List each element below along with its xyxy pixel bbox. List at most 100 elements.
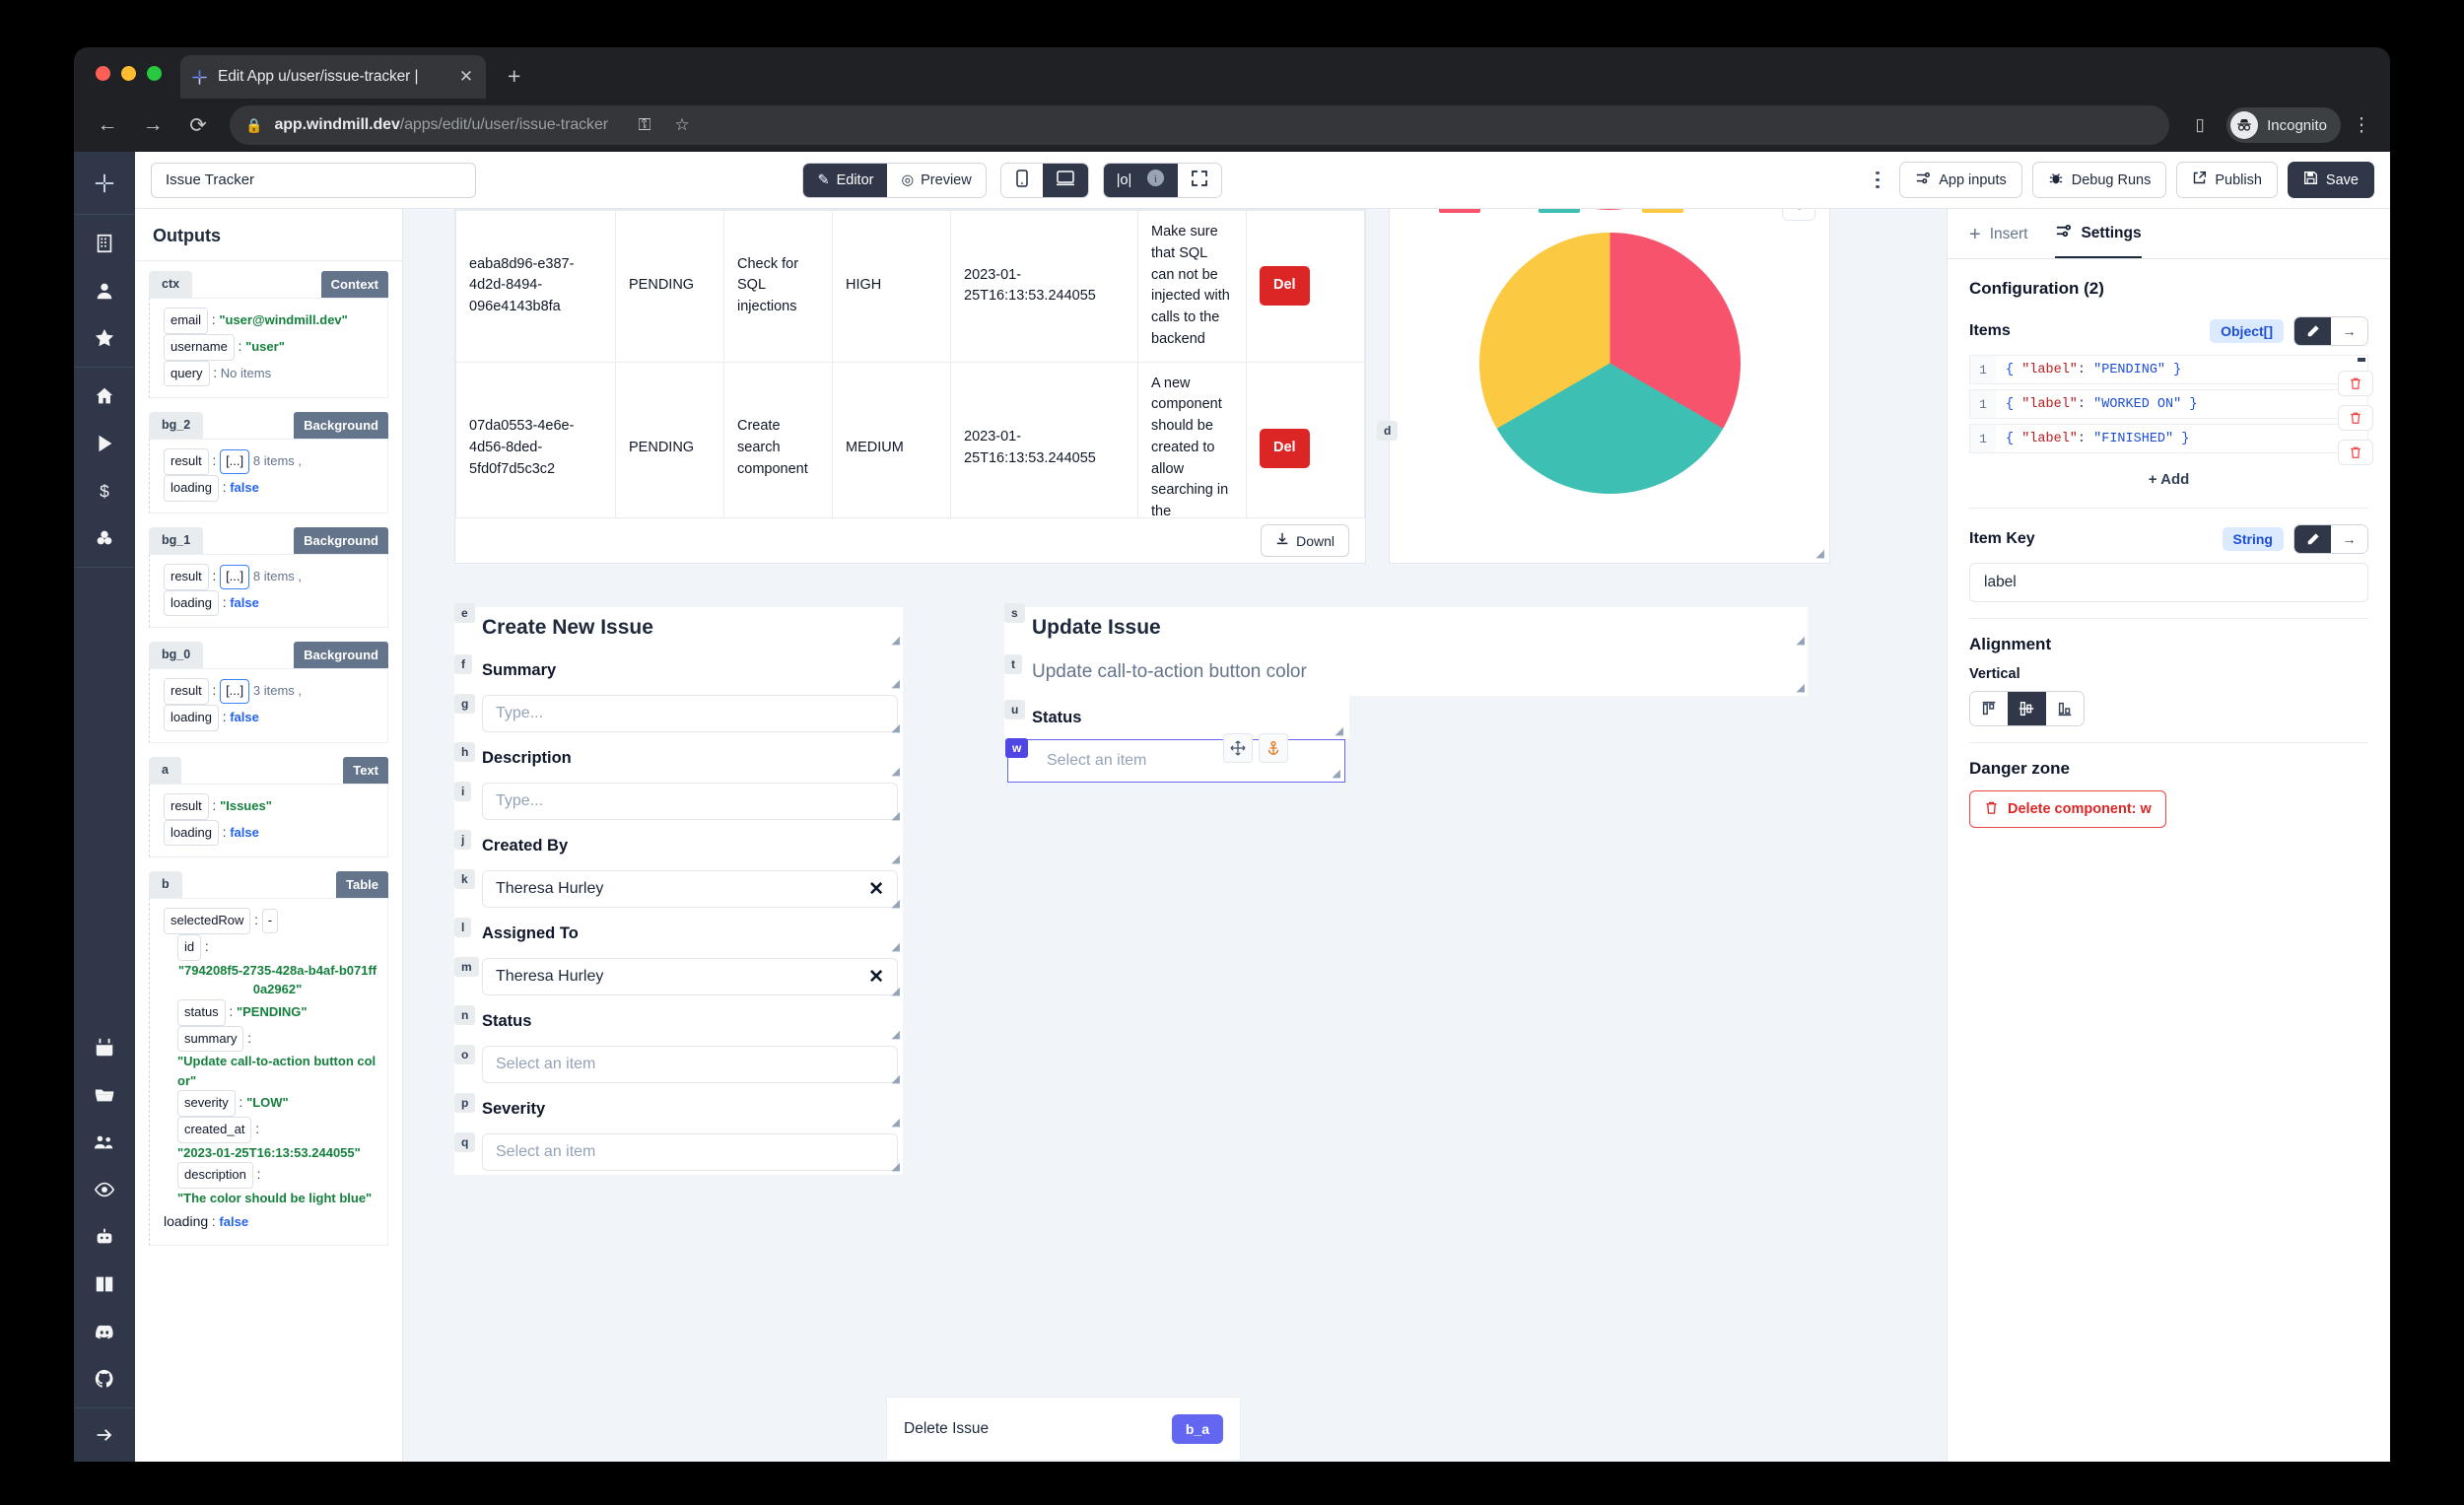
output-row[interactable]: status : "PENDING" (177, 998, 377, 1026)
delete-component-button[interactable]: Delete component: w (1969, 790, 2166, 828)
component-badge-n[interactable]: n (454, 1005, 476, 1026)
output-id[interactable]: b (149, 871, 182, 899)
clear-icon[interactable]: ✕ (868, 878, 884, 900)
resize-handle[interactable]: ◢ (1335, 725, 1343, 737)
output-row[interactable]: result : [...] 8 items , (164, 448, 377, 475)
item-code-line[interactable]: 1 { "label": "WORKED ON" } (1969, 389, 2373, 431)
output-value[interactable]: [...] (220, 564, 250, 589)
move-icon[interactable] (1223, 733, 1253, 763)
output-row[interactable]: created_at : "2023-01-25T16:13:53.244055" (177, 1117, 377, 1162)
table-row[interactable]: eaba8d96-e387-4d2d-8494-096e4143b8fa PEND… (455, 210, 1365, 363)
sidebar-item-billing[interactable]: $ (92, 478, 117, 504)
sidebar-item-schedules[interactable] (92, 1035, 117, 1060)
align-middle-button[interactable] (2008, 692, 2046, 725)
output-row[interactable]: description : "The color should be light … (177, 1162, 377, 1207)
resize-handle[interactable]: ◢ (891, 1029, 900, 1041)
save-button[interactable]: Save (2287, 162, 2374, 198)
resize-handle[interactable]: ◢ (1796, 635, 1805, 647)
incognito-chip[interactable]: Incognito (2226, 107, 2341, 143)
resize-handle[interactable]: ◢ (891, 766, 900, 778)
resize-handle[interactable]: ◢ (891, 941, 900, 953)
close-icon[interactable]: ✕ (458, 67, 474, 86)
items-connect-button[interactable]: → (2331, 317, 2367, 345)
reload-icon[interactable]: ⟳ (189, 113, 207, 137)
output-row[interactable]: username : "user" (164, 333, 377, 361)
component-badge-s[interactable]: s (1004, 603, 1025, 624)
align-bottom-button[interactable] (2045, 692, 2084, 725)
pie-chart-component[interactable]: LOW HIGH MEDIUM (1389, 209, 1830, 564)
align-top-button[interactable] (1970, 692, 2009, 725)
delete-row-button[interactable]: Del (1260, 266, 1310, 307)
browser-menu-icon[interactable]: ⋮ (2352, 114, 2371, 136)
field-input-assigned-to[interactable]: Theresa Hurley ✕ (482, 958, 898, 995)
resize-handle[interactable]: ◢ (891, 854, 900, 865)
code-scrollbar[interactable] (2358, 358, 2365, 362)
sidebar-item-user[interactable] (92, 278, 117, 304)
sidebar-item-runs[interactable] (92, 431, 117, 456)
side-panel-icon[interactable]: ▯ (2195, 115, 2205, 134)
tab-preview[interactable]: ◎ Preview (887, 163, 986, 197)
sidebar-item-groups[interactable] (92, 1129, 117, 1155)
resize-handle[interactable]: ◢ (891, 1161, 900, 1173)
output-row[interactable]: loading : false (164, 819, 377, 847)
field-input-summary[interactable]: Type... (482, 695, 898, 732)
output-id[interactable]: bg_2 (149, 412, 204, 440)
field-input-created-by[interactable]: Theresa Hurley ✕ (482, 870, 898, 908)
component-badge-h[interactable]: h (454, 742, 476, 763)
resize-handle[interactable]: ◢ (891, 678, 900, 690)
tab-settings[interactable]: Settings (2055, 223, 2142, 258)
minimize-window-button[interactable] (121, 66, 136, 81)
component-badge-j[interactable]: j (454, 830, 472, 851)
resize-handle[interactable]: ◢ (891, 635, 900, 647)
tab-editor[interactable]: ✎ Editor (803, 163, 888, 197)
output-row[interactable]: result : [...] 8 items , (164, 563, 377, 590)
app-inputs-button[interactable]: App inputs (1899, 162, 2022, 198)
publish-button[interactable]: Publish (2176, 162, 2278, 198)
more-options-icon[interactable] (1866, 171, 1889, 189)
output-row[interactable]: loading : false (164, 475, 377, 502)
resize-handle[interactable]: ◢ (1332, 768, 1340, 780)
component-badge-l[interactable]: l (454, 918, 472, 938)
component-badge-g[interactable]: g (454, 694, 476, 715)
output-id[interactable]: bg_0 (149, 642, 204, 669)
item-key-input[interactable]: label (1969, 563, 2368, 602)
sidebar-item-home[interactable] (92, 383, 117, 409)
delete-item-button[interactable] (2338, 440, 2373, 465)
resize-handle[interactable]: ◢ (891, 810, 900, 822)
item-code-line[interactable]: 1 { "label": "PENDING" } (1969, 355, 2373, 396)
resize-handle[interactable]: ◢ (891, 1117, 900, 1129)
item-key-type-chip[interactable]: String (2222, 527, 2284, 551)
browser-tab[interactable]: Edit App u/user/issue-tracker | ✕ (180, 55, 486, 99)
component-badge-p[interactable]: p (454, 1093, 476, 1114)
debug-runs-button[interactable]: Debug Runs (2031, 162, 2167, 198)
output-row[interactable]: result : [...] 3 items , (164, 678, 377, 705)
toggle-outputs-button[interactable]: |o| (1103, 163, 1145, 197)
table-component[interactable]: eaba8d96-e387-4d2d-8494-096e4143b8fa PEND… (454, 209, 1366, 564)
fullscreen-button[interactable] (1178, 163, 1222, 197)
add-item-button[interactable]: + Add (2148, 471, 2190, 488)
sidebar-item-discord[interactable] (92, 1319, 117, 1344)
clear-icon[interactable]: ✕ (868, 966, 884, 988)
legend-item-medium[interactable]: MEDIUM (1641, 209, 1752, 213)
field-input-severity[interactable]: Select an item (482, 1133, 898, 1171)
new-tab-button[interactable]: + (508, 63, 521, 89)
component-badge-d[interactable]: d (1377, 421, 1399, 442)
delete-item-button[interactable] (2338, 371, 2373, 396)
resize-handle[interactable]: ◢ (891, 1073, 900, 1085)
info-button[interactable]: i (1144, 163, 1179, 197)
items-type-chip[interactable]: Object[] (2210, 319, 2284, 343)
sidebar-item-audit-logs[interactable] (92, 1177, 117, 1202)
items-edit-button[interactable] (2294, 317, 2331, 345)
maximize-window-button[interactable] (147, 66, 162, 81)
runnable-id-chip[interactable]: b_a (1171, 1413, 1223, 1444)
sidebar-logo[interactable] (74, 152, 135, 215)
sidebar-item-docs[interactable] (92, 1271, 117, 1297)
runnable-item[interactable]: Delete Issue b_a (886, 1397, 1241, 1461)
resize-handle[interactable]: ◢ (1796, 682, 1805, 694)
legend-item-high[interactable]: HIGH (1539, 209, 1626, 213)
field-input-status[interactable]: Select an item (482, 1046, 898, 1083)
resize-handle[interactable]: ◢ (891, 722, 900, 734)
address-bar[interactable]: 🔒 app.windmill.dev/apps/edit/u/user/issu… (230, 105, 2170, 145)
output-id[interactable]: bg_1 (149, 526, 204, 554)
output-row[interactable]: summary : "Update call-to-action button c… (177, 1025, 377, 1091)
